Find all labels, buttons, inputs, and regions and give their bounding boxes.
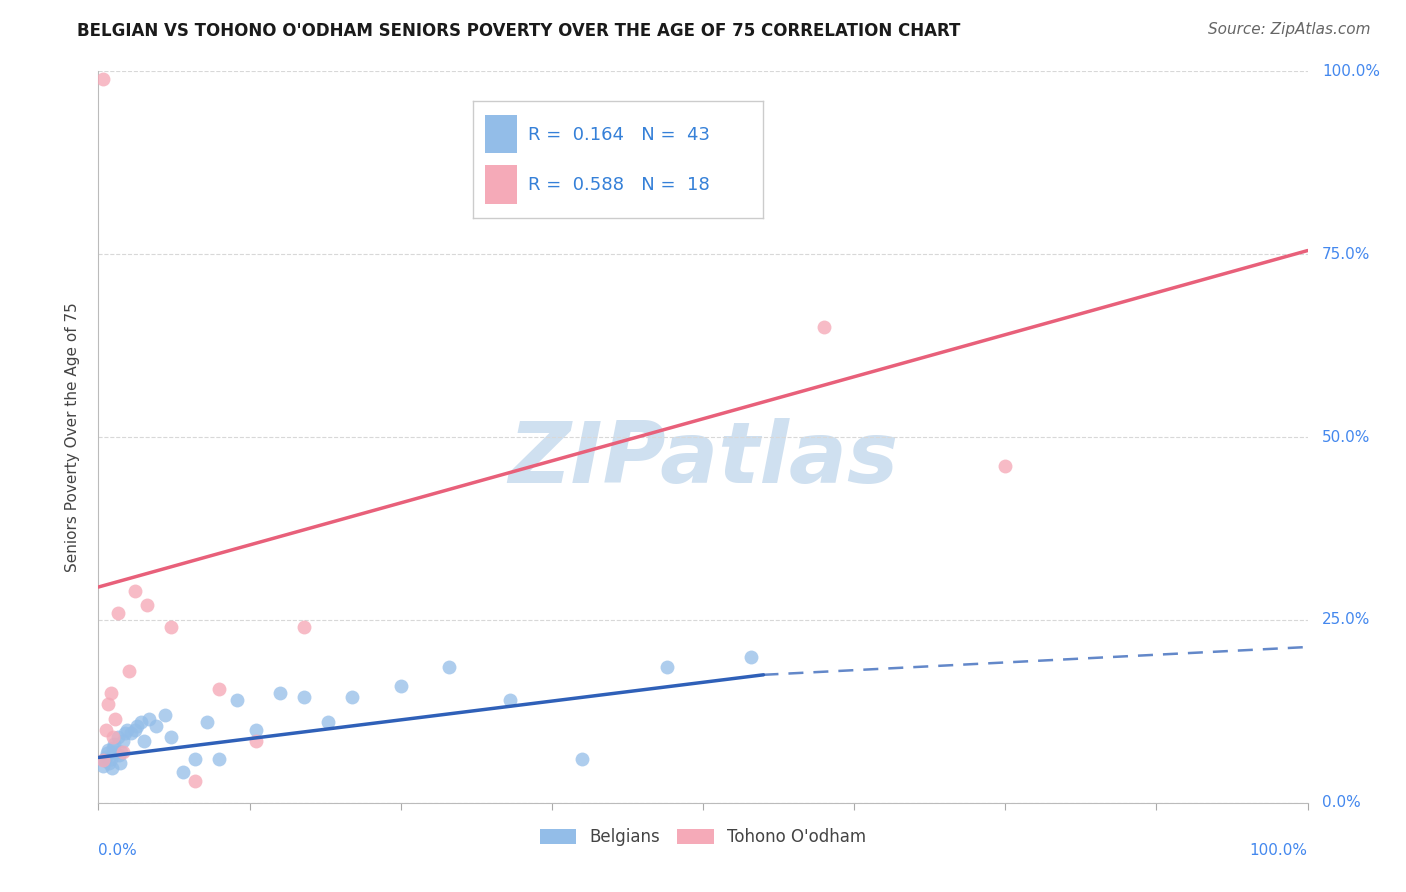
Point — [129, 715, 152, 730]
Text: 0.0%: 0.0% — [1322, 796, 1361, 810]
Point — [571, 752, 593, 766]
Point — [316, 715, 339, 730]
Text: 100.0%: 100.0% — [1250, 843, 1308, 858]
Point — [208, 682, 231, 697]
Point — [160, 620, 183, 634]
Text: BELGIAN VS TOHONO O'ODHAM SENIORS POVERTY OVER THE AGE OF 75 CORRELATION CHART: BELGIAN VS TOHONO O'ODHAM SENIORS POVERT… — [77, 22, 960, 40]
Point — [172, 765, 194, 780]
Point — [153, 708, 176, 723]
Point — [118, 664, 141, 678]
Point — [145, 719, 167, 733]
Point — [269, 686, 291, 700]
Point — [108, 756, 131, 770]
Point — [93, 753, 115, 767]
Point — [226, 693, 249, 707]
Point — [108, 748, 131, 763]
Point — [100, 686, 122, 700]
Point — [184, 752, 207, 766]
Point — [245, 723, 267, 737]
Point — [97, 697, 120, 711]
Point — [120, 726, 142, 740]
Point — [101, 730, 124, 744]
Point — [498, 693, 520, 707]
Point — [94, 750, 117, 764]
Point — [104, 712, 127, 726]
Point — [101, 740, 124, 755]
Text: 0.0%: 0.0% — [98, 843, 138, 858]
Point — [104, 745, 127, 759]
Text: Source: ZipAtlas.com: Source: ZipAtlas.com — [1208, 22, 1371, 37]
Text: 75.0%: 75.0% — [1322, 247, 1371, 261]
Point — [124, 583, 146, 598]
Point — [111, 733, 134, 747]
Text: ZIPatlas: ZIPatlas — [508, 417, 898, 500]
Point — [655, 660, 678, 674]
Point — [292, 620, 315, 634]
Point — [184, 773, 207, 788]
Text: 100.0%: 100.0% — [1322, 64, 1381, 78]
Point — [740, 649, 762, 664]
Point — [138, 712, 160, 726]
Text: 50.0%: 50.0% — [1322, 430, 1371, 444]
Point — [135, 599, 157, 613]
Point — [114, 726, 136, 740]
Point — [100, 752, 122, 766]
Point — [117, 723, 139, 737]
Point — [437, 660, 460, 674]
Point — [342, 690, 364, 704]
Point — [160, 730, 183, 744]
Point — [100, 761, 122, 775]
Point — [813, 320, 835, 334]
Point — [389, 679, 412, 693]
Legend: Belgians, Tohono O'odham: Belgians, Tohono O'odham — [533, 822, 873, 853]
Point — [91, 753, 114, 767]
Point — [110, 745, 132, 759]
Point — [245, 733, 267, 747]
Point — [994, 459, 1017, 474]
Point — [96, 746, 118, 760]
Point — [208, 752, 231, 766]
Point — [98, 756, 121, 770]
Point — [195, 715, 218, 730]
Point — [111, 745, 134, 759]
Point — [124, 723, 146, 737]
Point — [97, 743, 120, 757]
Point — [91, 759, 114, 773]
Y-axis label: Seniors Poverty Over the Age of 75: Seniors Poverty Over the Age of 75 — [65, 302, 80, 572]
Point — [103, 737, 125, 751]
Point — [91, 71, 114, 86]
Point — [107, 730, 129, 744]
Point — [107, 606, 129, 620]
Text: 25.0%: 25.0% — [1322, 613, 1371, 627]
Point — [94, 723, 117, 737]
Point — [134, 733, 156, 747]
Point — [292, 690, 315, 704]
Point — [127, 719, 149, 733]
